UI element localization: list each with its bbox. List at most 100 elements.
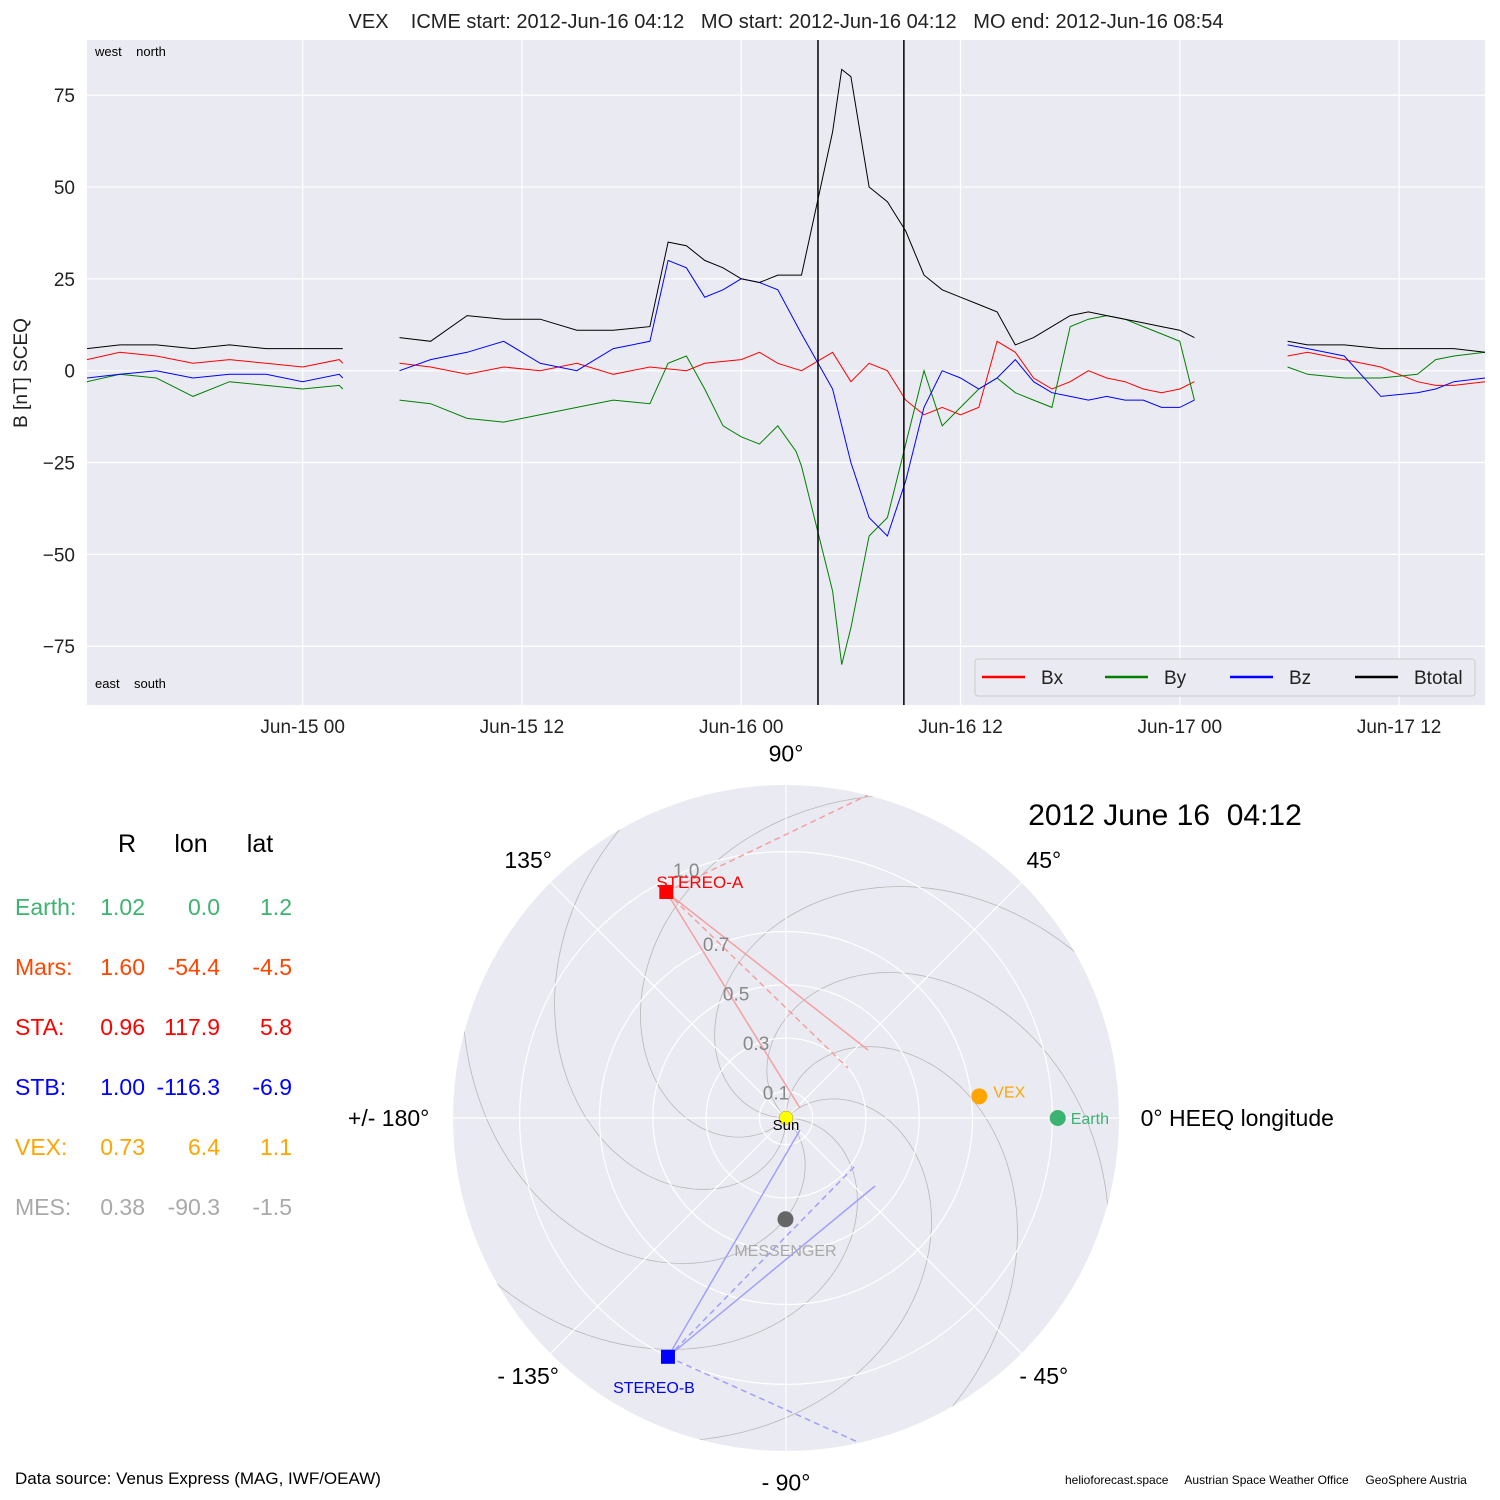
plot-title: VEX ICME start: 2012-Jun-16 04:12 MO sta… (349, 11, 1224, 33)
angle-label: 135° (504, 847, 552, 873)
angular-gridline (785, 1117, 1022, 1354)
table-cell-r: 1.60 (100, 954, 145, 980)
stereo-b-label: STEREO-B (613, 1380, 695, 1397)
radial-tick-label: 1.0 (673, 861, 699, 882)
y-tick-label: 25 (54, 270, 75, 291)
y-tick-label: 75 (54, 86, 75, 107)
series-line-bx (399, 340, 1195, 416)
y-tick-label: −25 (43, 454, 75, 475)
series-line-bz (86, 370, 344, 383)
y-tick-label: 0 (64, 362, 75, 383)
legend: Bx By Bz Btotal (974, 658, 1476, 697)
table-cell-lon: 6.4 (188, 1134, 220, 1160)
messenger-label: MESSENGER (734, 1243, 836, 1260)
timeseries-background (87, 40, 1485, 705)
legend-box (974, 658, 1476, 697)
timeseries-lines (86, 68, 1486, 665)
table-cell-lat: 1.2 (260, 894, 292, 920)
sta-line (665, 891, 801, 1109)
corner-label-top: west north (94, 44, 166, 59)
series-line-btotal (86, 344, 343, 350)
x-tick-label: Jun-17 12 (1357, 717, 1442, 738)
corner-label-bottom: east south (95, 676, 166, 691)
earth-marker (1049, 1110, 1066, 1126)
series-line-btotal (1287, 340, 1486, 353)
table-header: lon (174, 830, 208, 858)
table-row-label: Mars: (15, 954, 73, 980)
table-row-label: STB: (15, 1074, 67, 1100)
angle-label: +/- 180° (348, 1105, 429, 1131)
table-cell-lat: -4.5 (252, 954, 292, 980)
table-cell-lon: -116.3 (156, 1074, 220, 1100)
sun-marker (778, 1110, 794, 1126)
vex-marker (971, 1088, 988, 1105)
table-cell-r: 1.02 (100, 894, 145, 920)
angle-label: - 45° (1019, 1363, 1068, 1389)
x-tick-label: Jun-16 00 (699, 717, 784, 738)
polar-panel: 2012 June 16 04:12 0.1 0.3 0.5 0.7 1.0 90° 45°… (348, 740, 1334, 1495)
mo-boundaries (817, 40, 905, 705)
table-cell-lon: -54.4 (167, 954, 220, 980)
sta-line (665, 891, 849, 1069)
y-tick-labels: 75 50 25 0 −25 −50 −75 (43, 86, 75, 658)
stb-line (667, 1356, 861, 1444)
table-row-label: VEX: (15, 1134, 68, 1160)
angular-gridline (785, 882, 1022, 1119)
table-cell-r: 1.00 (100, 1074, 145, 1100)
sta-line (666, 794, 869, 893)
radial-tick-label: 0.1 (763, 1083, 789, 1104)
legend-label: By (1164, 668, 1187, 689)
table-cell-lon: 117.9 (164, 1014, 220, 1040)
table-cell-lat: 1.1 (260, 1134, 292, 1160)
radial-tick-label: 0.3 (743, 1034, 769, 1055)
angular-gridline (550, 1117, 787, 1354)
table-cell-r: 0.38 (100, 1194, 145, 1220)
series-line-by (399, 315, 1195, 665)
series-line-bz (1287, 344, 1486, 397)
y-tick-label: −50 (43, 545, 75, 566)
y-tick-label: 50 (54, 178, 75, 199)
sun-label: Sun (773, 1117, 800, 1134)
table-row-label: Earth: (15, 894, 77, 920)
legend-label: Bx (1041, 668, 1064, 689)
x-tick-labels: Jun-15 00 Jun-15 12 Jun-16 00 Jun-16 12 Jun-… (260, 717, 1441, 738)
radial-tick-label: 0.7 (703, 935, 729, 956)
y-tick-label: −75 (43, 637, 75, 658)
table-row-label: STA: (15, 1014, 65, 1040)
cme-direction-lines (665, 794, 876, 1444)
stb-line (667, 1129, 801, 1358)
table-row-label: MES: (15, 1194, 72, 1220)
table-cell-lon: 0.0 (188, 894, 220, 920)
earth-label: Earth (1071, 1111, 1109, 1128)
series-line-btotal (399, 68, 1195, 346)
table-header: lat (246, 830, 274, 858)
stereo-a-label: STEREO-A (656, 873, 744, 892)
series-line-by (86, 373, 344, 397)
series-line-by (1287, 351, 1486, 379)
legend-label: Btotal (1414, 668, 1463, 689)
vex-label: VEX (993, 1084, 1025, 1101)
stb-line (667, 1185, 876, 1358)
y-axis-label: B [nT] SCEQ (11, 318, 32, 428)
angular-gridline (550, 882, 787, 1119)
table-cell-lat: -1.5 (252, 1194, 292, 1220)
series-line-bz (399, 259, 1195, 537)
angle-label: - 135° (497, 1363, 559, 1389)
series-line-bx (86, 351, 344, 368)
table-header: R (117, 830, 137, 858)
angle-label: - 90° (762, 1470, 811, 1496)
sta-line (665, 891, 869, 1051)
polar-title: 2012 June 16 04:12 (1028, 799, 1302, 832)
table-cell-r: 0.73 (100, 1134, 145, 1160)
x-tick-label: Jun-15 12 (480, 717, 565, 738)
messenger-marker (777, 1211, 794, 1228)
credits: helioforecast.space Austrian Space Weath… (1065, 1473, 1467, 1487)
x-tick-label: Jun-15 00 (260, 717, 345, 738)
x-tick-label: Jun-17 00 (1138, 717, 1223, 738)
stereo-b-marker (660, 1349, 675, 1364)
angle-label: 90° (769, 740, 804, 766)
radial-tick-label: 0.5 (723, 984, 749, 1005)
table-cell-lat: 5.8 (260, 1014, 292, 1040)
stereo-a-marker (659, 884, 674, 899)
